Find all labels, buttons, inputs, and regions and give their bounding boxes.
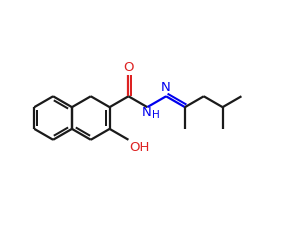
Text: N: N [141,106,151,119]
Text: OH: OH [129,141,150,154]
Text: N: N [161,81,171,94]
Text: O: O [123,60,134,73]
Text: H: H [152,110,160,120]
